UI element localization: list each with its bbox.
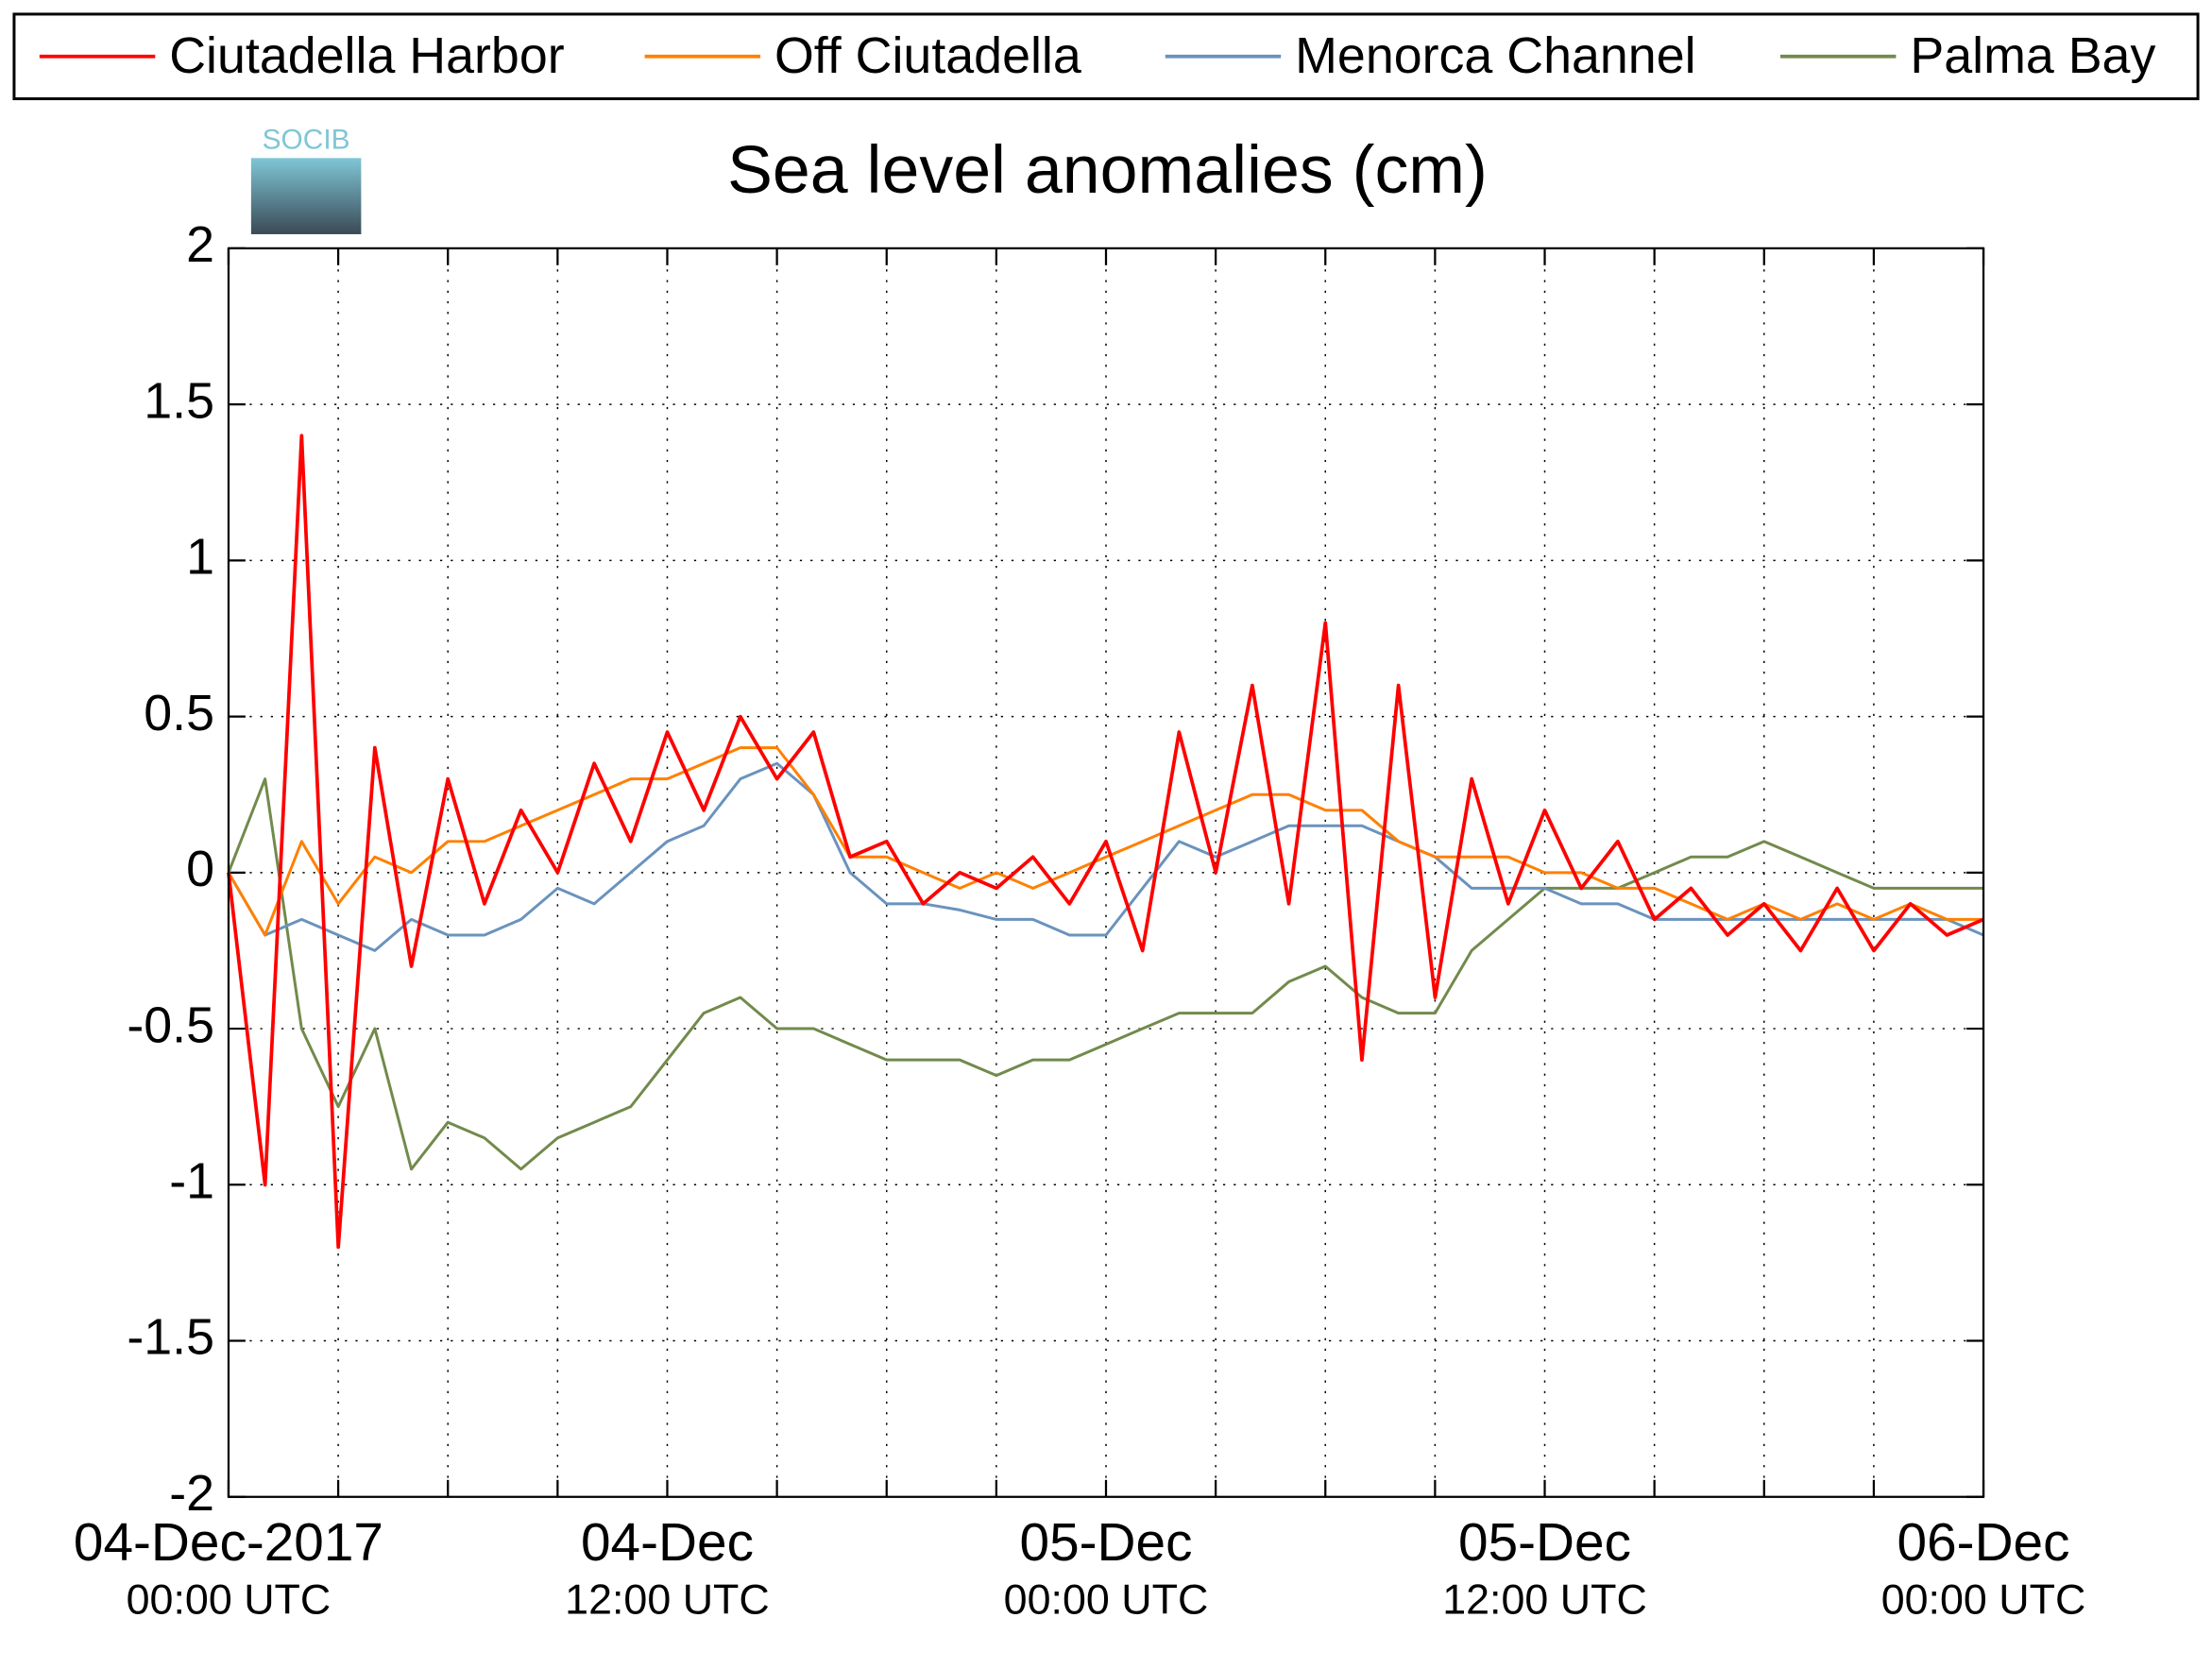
legend-label: Off Ciutadella — [774, 27, 1081, 84]
legend-label: Ciutadella Harbor — [169, 27, 564, 84]
logo-text: SOCIB — [263, 124, 350, 155]
x-tick-sublabel: 12:00 UTC — [1442, 1576, 1647, 1624]
y-tick-label: 1 — [186, 529, 214, 586]
y-tick-label: 1.5 — [144, 372, 214, 429]
x-tick-sublabel: 12:00 UTC — [565, 1576, 770, 1624]
x-tick-label: 06-Dec — [1897, 1513, 2070, 1573]
x-tick-sublabel: 00:00 UTC — [1004, 1576, 1209, 1624]
chart-title: Sea level anomalies (cm) — [727, 132, 1488, 208]
logo-mark — [250, 158, 362, 234]
legend-label: Palma Bay — [1910, 27, 2155, 84]
series-line — [227, 746, 1984, 937]
series — [227, 434, 1984, 1250]
y-tick-label: -1.5 — [127, 1309, 214, 1366]
x-tick-label: 05-Dec — [1020, 1513, 1193, 1573]
x-tick-label: 05-Dec — [1458, 1513, 1631, 1573]
y-tick-label: 2 — [186, 216, 214, 273]
legend-label: Menorca Channel — [1295, 27, 1695, 84]
series-line — [227, 777, 1984, 1171]
y-tick-label: 0.5 — [144, 685, 214, 741]
x-tick-label: 04-Dec — [581, 1513, 754, 1573]
y-tick-label: -0.5 — [127, 996, 214, 1053]
plot-frame — [227, 247, 1985, 1498]
y-tick-label: -2 — [169, 1465, 214, 1522]
series-line — [227, 434, 1984, 1250]
legend: Ciutadella Harbor Off Ciutadella Menorca C… — [39, 27, 2155, 84]
y-tick-label: 0 — [186, 841, 214, 897]
y-tick-label: -1 — [169, 1152, 214, 1209]
x-tick-sublabel: 00:00 UTC — [127, 1576, 332, 1624]
x-tick-label: 04-Dec-2017 — [74, 1513, 383, 1573]
series-line — [227, 761, 1984, 952]
x-tick-sublabel: 00:00 UTC — [1881, 1576, 2086, 1624]
